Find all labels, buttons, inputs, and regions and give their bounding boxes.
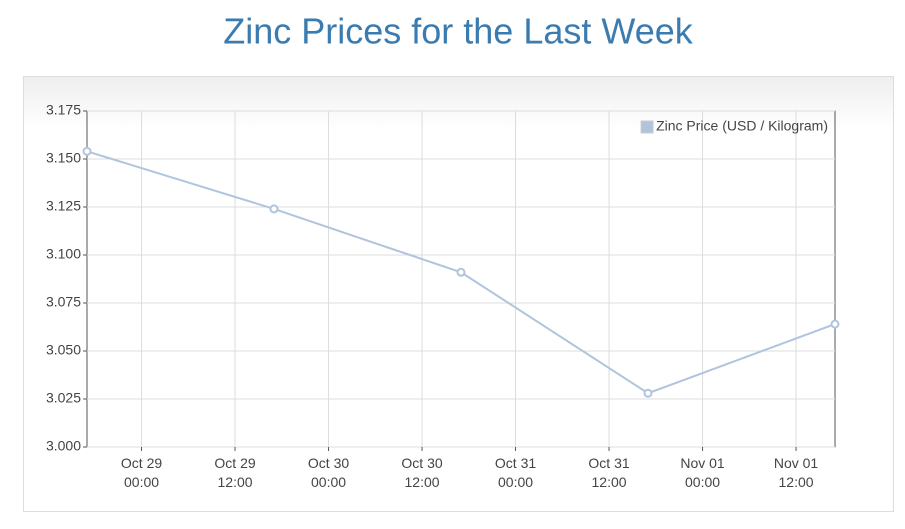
grid [87, 110, 835, 448]
point [82, 146, 92, 156]
y-tick-label: 3.050 [46, 342, 81, 358]
y-tick-label: 3.100 [46, 246, 81, 262]
x-tick-label: Nov 01 12:00 [774, 455, 819, 490]
chart-title: Zinc Prices for the Last Week [223, 11, 694, 52]
x-tick-label: Oct 31 00:00 [495, 455, 536, 490]
legend-swatch [640, 120, 654, 134]
y-tick-label: 3.150 [46, 150, 81, 166]
point [456, 267, 466, 277]
y-tick-label: 3.125 [46, 198, 81, 214]
x-tick-label: Oct 30 12:00 [401, 455, 442, 490]
x-tick-label: Oct 30 00:00 [308, 455, 349, 490]
legend-label: Zinc Price (USD / Kilogram) [656, 118, 828, 134]
panel [23, 76, 894, 512]
point [269, 204, 279, 214]
x-tick-label: Oct 31 12:00 [588, 455, 629, 490]
x-tick-label: Oct 29 00:00 [121, 455, 162, 490]
legend: Zinc Price (USD / Kilogram) [640, 118, 828, 134]
y-tick-label: 3.000 [46, 438, 81, 454]
point [830, 319, 840, 329]
point [643, 388, 653, 398]
y-tick-label: 3.025 [46, 390, 81, 406]
x-tick-label: Oct 29 12:00 [214, 455, 255, 490]
y-tick-label: 3.075 [46, 294, 81, 310]
x-tick-label: Nov 01 00:00 [680, 455, 725, 490]
y-tick-label: 3.175 [46, 102, 81, 118]
